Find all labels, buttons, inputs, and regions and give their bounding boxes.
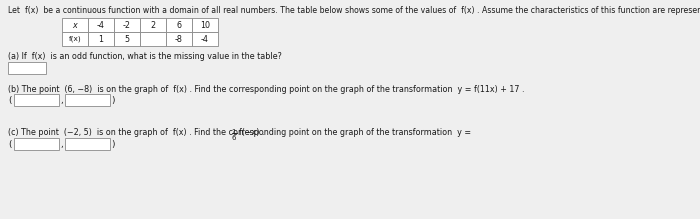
Text: -4: -4 <box>97 21 105 30</box>
Text: f(x): f(x) <box>69 36 81 42</box>
Text: 6: 6 <box>176 21 181 30</box>
Bar <box>166 18 192 32</box>
Text: 2: 2 <box>150 21 155 30</box>
Text: 1: 1 <box>232 129 236 134</box>
Bar <box>14 94 59 106</box>
Bar <box>192 18 218 32</box>
Text: (a) If  f(x)  is an odd function, what is the missing value in the table?: (a) If f(x) is an odd function, what is … <box>8 52 282 61</box>
Text: x: x <box>73 21 78 30</box>
Text: -4: -4 <box>201 35 209 44</box>
Bar <box>140 32 166 46</box>
Text: f(−x) .: f(−x) . <box>239 128 265 137</box>
Bar <box>8 62 46 74</box>
Bar <box>88 32 114 46</box>
Bar <box>166 32 192 46</box>
Text: ): ) <box>111 95 115 104</box>
Text: ): ) <box>111 140 115 148</box>
Text: (b) The point  (6, −8)  is on the graph of  f(x) . Find the corresponding point : (b) The point (6, −8) is on the graph of… <box>8 85 524 94</box>
Bar <box>88 18 114 32</box>
Text: -2: -2 <box>123 21 131 30</box>
Bar <box>14 138 59 150</box>
Bar <box>65 94 110 106</box>
Bar <box>192 32 218 46</box>
Bar <box>140 18 166 32</box>
Text: ,: , <box>60 95 62 104</box>
Bar <box>114 32 140 46</box>
Bar <box>114 18 140 32</box>
Bar <box>65 138 110 150</box>
Text: Let  f(x)  be a continuous function with a domain of all real numbers. The table: Let f(x) be a continuous function with a… <box>8 6 700 15</box>
Text: 10: 10 <box>200 21 210 30</box>
Bar <box>62 18 88 32</box>
Text: -8: -8 <box>175 35 183 44</box>
Text: (c) The point  (−2, 5)  is on the graph of  f(x) . Find the corresponding point : (c) The point (−2, 5) is on the graph of… <box>8 128 474 137</box>
Text: 6: 6 <box>232 134 236 141</box>
Bar <box>62 32 88 46</box>
Text: (: ( <box>8 140 11 148</box>
Text: 1: 1 <box>99 35 104 44</box>
Text: ,: , <box>60 140 62 148</box>
Text: 5: 5 <box>125 35 130 44</box>
Text: (: ( <box>8 95 11 104</box>
